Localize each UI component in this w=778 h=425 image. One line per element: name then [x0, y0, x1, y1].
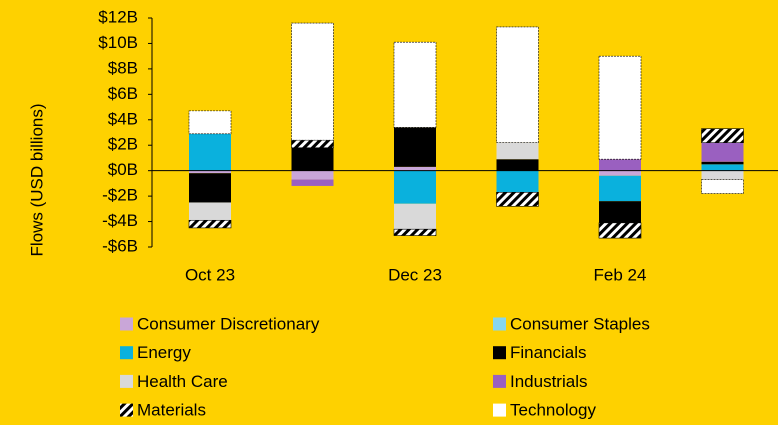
y-tick-label: -$2B — [102, 186, 138, 205]
y-tick-label: -$4B — [102, 211, 138, 230]
legend-swatch — [120, 346, 133, 360]
legend-swatch — [493, 403, 506, 417]
bar-segment — [291, 139, 334, 149]
bar-segment — [394, 203, 436, 230]
bar-segment — [291, 179, 334, 186]
bar-segment — [496, 26, 539, 143]
bar-segment — [189, 170, 231, 174]
bar-segment — [701, 164, 744, 171]
bar-segment — [598, 55, 642, 160]
legend-swatch — [493, 317, 506, 331]
bar-segment — [599, 170, 641, 176]
legend-label: Technology — [510, 401, 597, 420]
bar-segment — [393, 228, 437, 236]
y-tick-label: -$6B — [102, 236, 138, 255]
legend-label: Materials — [137, 401, 206, 420]
x-tick-label: Feb 24 — [594, 265, 647, 284]
legend-swatch — [493, 346, 506, 360]
bar-segment — [599, 175, 641, 202]
y-axis-label: Flows (USD billions) — [27, 103, 46, 256]
bar-segment — [394, 127, 436, 167]
bar-segment — [496, 159, 539, 171]
bar-segment — [701, 179, 744, 194]
legend-label: Health Care — [137, 372, 228, 391]
bar-segment — [188, 219, 232, 229]
bar-segment — [291, 147, 334, 171]
bar-segment — [496, 191, 539, 207]
bar-segment — [291, 22, 334, 141]
y-tick-label: $4B — [108, 109, 138, 128]
legend-label: Financials — [510, 343, 587, 362]
bar-segment — [393, 41, 437, 128]
bar-segment — [394, 170, 436, 204]
x-tick-label: Oct 23 — [185, 265, 235, 284]
legend-swatch — [120, 374, 133, 388]
bar-segment — [599, 201, 641, 223]
y-tick-label: $0B — [108, 160, 138, 179]
bar-segment — [701, 142, 744, 162]
y-tick-label: $2B — [108, 135, 138, 154]
bar-segment — [189, 202, 231, 221]
y-tick-label: $12B — [98, 7, 138, 26]
bar-segment — [496, 142, 539, 160]
bar-segment — [291, 170, 334, 180]
legend-label: Consumer Discretionary — [137, 314, 320, 333]
legend-swatch — [120, 403, 133, 417]
bar-segment — [189, 173, 231, 203]
bar-segment — [189, 133, 231, 171]
bar-segment — [394, 166, 436, 171]
legend-label: Industrials — [510, 372, 587, 391]
bar-segment — [701, 128, 744, 143]
legend-label: Consumer Staples — [510, 314, 650, 333]
x-tick-label: Dec 23 — [388, 265, 442, 284]
legend-swatch — [493, 374, 506, 388]
bar-segment — [598, 222, 642, 239]
y-tick-label: $6B — [108, 84, 138, 103]
legend-label: Energy — [137, 343, 191, 362]
bar-segment — [496, 170, 539, 193]
y-tick-label: $8B — [108, 58, 138, 77]
bar-segment — [599, 159, 641, 171]
bar-segment — [701, 161, 744, 165]
legend-swatch — [120, 317, 133, 331]
bar-segment — [701, 170, 744, 180]
bar-segment — [188, 110, 232, 135]
y-tick-label: $10B — [98, 33, 138, 52]
